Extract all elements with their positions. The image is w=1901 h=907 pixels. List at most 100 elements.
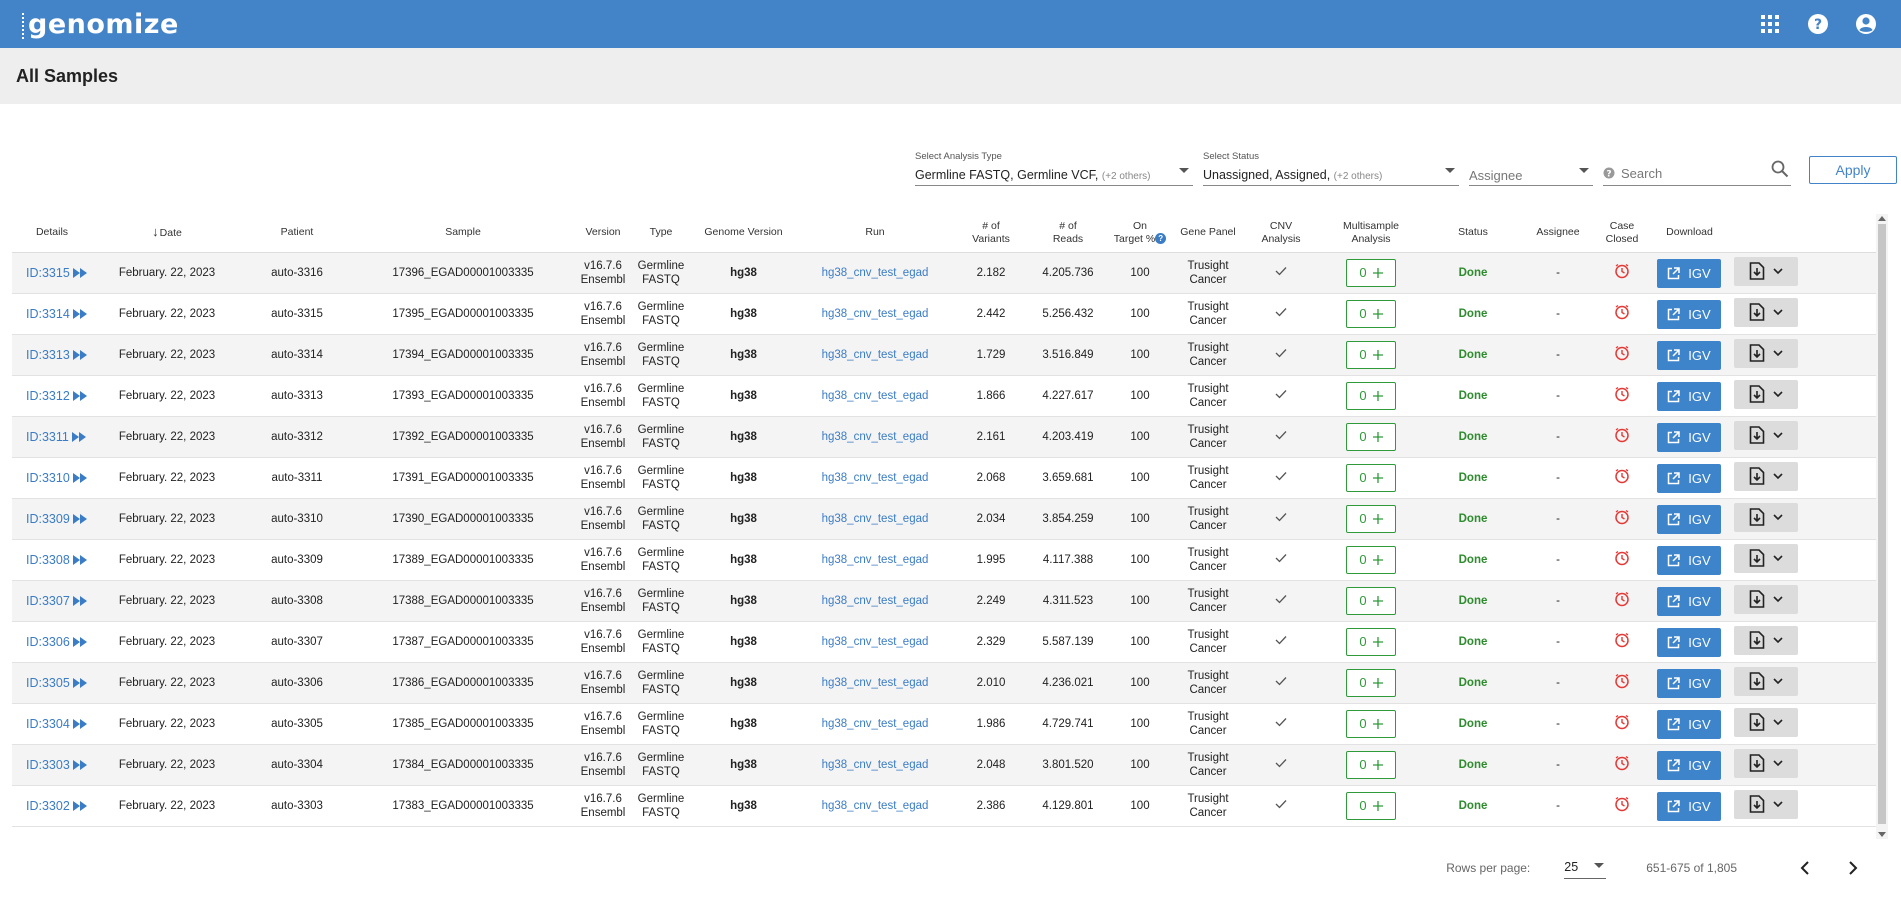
sample-details-link[interactable]: ID:3304 [12,703,92,745]
alarm-clock-icon[interactable] [1614,550,1630,566]
chevron-down-icon[interactable] [1773,350,1783,357]
arrow-down-icon[interactable]: ↓ [152,224,159,240]
sample-id[interactable]: ID:3313 [26,347,70,362]
multisample-add-button[interactable]: 0 [1346,299,1396,328]
chevron-down-icon[interactable] [1773,596,1783,603]
fast-forward-icon[interactable] [72,268,87,279]
multisample-add-button[interactable]: 0 [1346,586,1396,615]
sample-id[interactable]: ID:3306 [26,634,70,649]
sample-id[interactable]: ID:3307 [26,593,70,608]
help-icon[interactable]: ? [1155,233,1167,245]
multisample-add-button[interactable]: 0 [1346,627,1396,656]
col-variants[interactable]: # of Variants [953,214,1029,253]
alarm-clock-icon[interactable] [1614,386,1630,402]
account-icon[interactable] [1853,11,1879,37]
multisample-add-button[interactable]: 0 [1346,422,1396,451]
fast-forward-icon[interactable] [72,637,87,648]
assignee-select[interactable]: Assignee [1469,146,1593,186]
igv-button[interactable]: IGV [1657,546,1721,576]
col-run[interactable]: Run [797,214,953,253]
sample-id[interactable]: ID:3305 [26,675,70,690]
table-row[interactable]: ID:3309 February. 22, 2023 auto-3310 17390_… [12,498,1876,540]
table-row[interactable]: ID:3310 February. 22, 2023 auto-3311 17391_… [12,457,1876,499]
sample-run-link[interactable]: hg38_cnv_test_egad [797,662,953,704]
igv-button[interactable]: IGV [1657,587,1721,617]
download-menu-button[interactable] [1733,338,1798,368]
rows-per-page-select[interactable]: 25 [1564,857,1607,879]
table-scrollbar[interactable] [1876,214,1888,839]
sample-details-link[interactable]: ID:3311 [12,416,92,458]
col-gene-panel[interactable]: Gene Panel [1173,214,1243,253]
igv-button[interactable]: IGV [1657,423,1721,453]
table-row[interactable]: ID:3313 February. 22, 2023 auto-3314 17394_… [12,334,1876,376]
igv-button[interactable]: IGV [1657,382,1721,412]
sample-details-link[interactable]: ID:3303 [12,744,92,786]
sample-run-link[interactable]: hg38_cnv_test_egad [797,744,953,786]
sample-details-link[interactable]: ID:3306 [12,621,92,663]
chevron-down-icon[interactable] [1773,719,1783,726]
sample-run-link[interactable]: hg38_cnv_test_egad [797,621,953,663]
col-assignee[interactable]: Assignee [1523,214,1593,253]
genomize-logo[interactable]: genomize [22,9,179,40]
alarm-clock-icon[interactable] [1614,509,1630,525]
fast-forward-icon[interactable] [72,555,87,566]
multisample-add-button[interactable]: 0 [1346,750,1396,779]
apply-button[interactable]: Apply [1809,156,1897,184]
sample-run-link[interactable]: hg38_cnv_test_egad [797,498,953,540]
chevron-down-icon[interactable] [1773,801,1783,808]
multisample-add-button[interactable]: 0 [1346,258,1396,287]
sample-details-link[interactable]: ID:3310 [12,457,92,499]
scroll-up-arrow-icon[interactable] [1878,216,1886,221]
multisample-add-button[interactable]: 0 [1346,463,1396,492]
sample-run-link[interactable]: hg38_cnv_test_egad [797,334,953,376]
chevron-down-icon[interactable] [1773,514,1783,521]
sample-details-link[interactable]: ID:3307 [12,580,92,622]
chevron-down-icon[interactable] [1579,168,1589,173]
sample-run-link[interactable]: hg38_cnv_test_egad [797,375,953,417]
scrollbar-thumb[interactable] [1878,224,1886,824]
download-menu-button[interactable] [1733,789,1798,819]
sample-id[interactable]: ID:3310 [26,470,70,485]
next-page-button[interactable] [1833,853,1873,883]
igv-button[interactable]: IGV [1657,464,1721,494]
igv-button[interactable]: IGV [1657,259,1721,289]
chevron-down-icon[interactable] [1773,760,1783,767]
alarm-clock-icon[interactable] [1614,755,1630,771]
col-sample[interactable]: Sample [352,214,574,253]
sample-id[interactable]: ID:3312 [26,388,70,403]
download-menu-button[interactable] [1733,256,1798,286]
alarm-clock-icon[interactable] [1614,304,1630,320]
sample-run-link[interactable]: hg38_cnv_test_egad [797,457,953,499]
sample-run-link[interactable]: hg38_cnv_test_egad [797,539,953,581]
chevron-down-icon[interactable] [1773,555,1783,562]
table-row[interactable]: ID:3311 February. 22, 2023 auto-3312 17392_… [12,416,1876,458]
fast-forward-icon[interactable] [72,514,87,525]
fast-forward-icon[interactable] [72,350,87,361]
igv-button[interactable]: IGV [1657,300,1721,330]
chevron-down-icon[interactable] [1179,168,1189,173]
igv-button[interactable]: IGV [1657,792,1721,822]
igv-button[interactable]: IGV [1657,505,1721,535]
col-version[interactable]: Version [574,214,632,253]
igv-button[interactable]: IGV [1657,669,1721,699]
download-menu-button[interactable] [1733,748,1798,778]
chevron-down-icon[interactable] [1445,168,1455,173]
chevron-down-icon[interactable] [1773,309,1783,316]
table-row[interactable]: ID:3308 February. 22, 2023 auto-3309 17389_… [12,539,1876,581]
alarm-clock-icon[interactable] [1614,591,1630,607]
search-icon[interactable] [1771,160,1789,178]
sample-run-link[interactable]: hg38_cnv_test_egad [797,416,953,458]
sample-details-link[interactable]: ID:3308 [12,539,92,581]
sample-details-link[interactable]: ID:3315 [12,252,92,294]
col-date[interactable]: ↓Date [92,214,242,253]
sample-id[interactable]: ID:3302 [26,798,70,813]
sample-details-link[interactable]: ID:3309 [12,498,92,540]
col-on-target[interactable]: On Target %? [1107,214,1173,253]
multisample-add-button[interactable]: 0 [1346,668,1396,697]
alarm-clock-icon[interactable] [1614,632,1630,648]
igv-button[interactable]: IGV [1657,341,1721,371]
alarm-clock-icon[interactable] [1614,673,1630,689]
download-menu-button[interactable] [1733,584,1798,614]
sample-details-link[interactable]: ID:3302 [12,785,92,827]
fast-forward-icon[interactable] [72,473,87,484]
